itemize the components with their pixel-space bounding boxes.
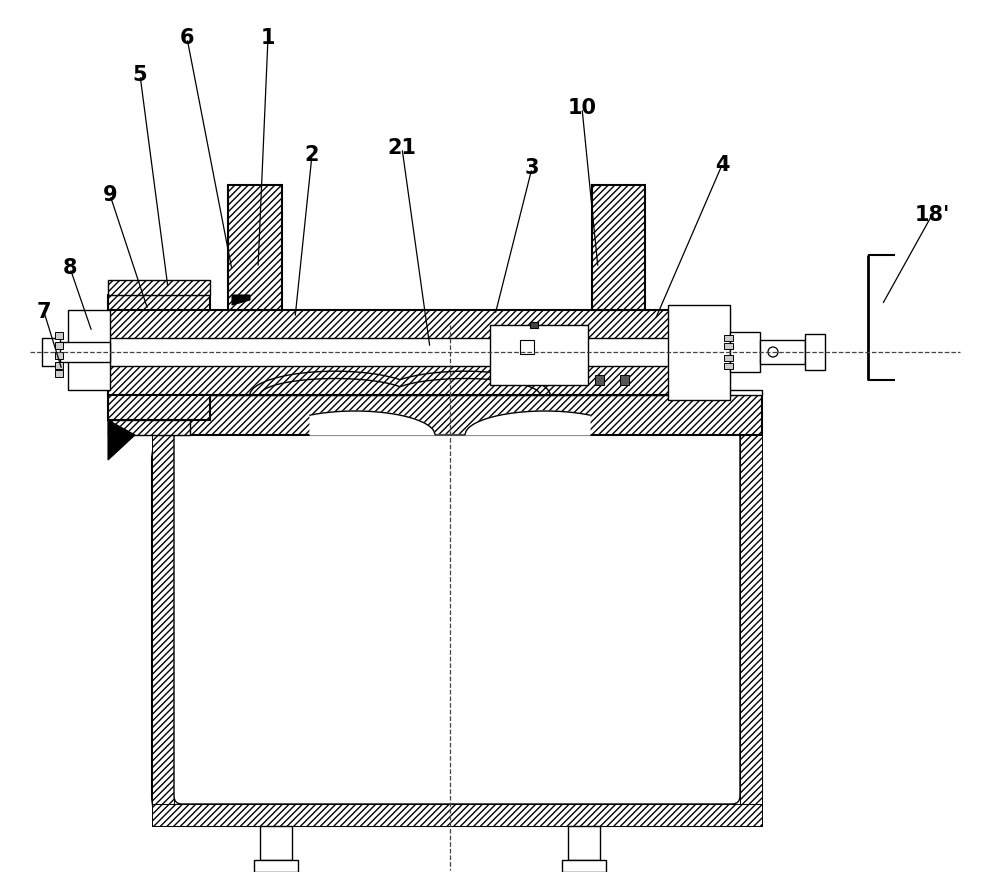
Bar — [668, 305, 730, 400]
Circle shape — [768, 347, 778, 357]
Bar — [254, 860, 298, 872]
FancyBboxPatch shape — [174, 430, 740, 804]
Bar — [68, 310, 110, 390]
Text: 10: 10 — [568, 98, 596, 118]
Bar — [592, 185, 645, 310]
Bar — [520, 340, 534, 354]
Text: 6: 6 — [180, 28, 194, 48]
Text: 7: 7 — [37, 302, 51, 322]
Bar — [562, 860, 606, 872]
Bar — [152, 430, 174, 826]
Bar — [42, 338, 60, 366]
Bar — [55, 332, 63, 339]
Bar — [568, 826, 600, 860]
Bar — [152, 390, 762, 395]
Bar — [55, 342, 110, 362]
Bar — [805, 334, 825, 370]
Bar — [108, 420, 190, 435]
Bar — [490, 325, 588, 385]
Text: 18': 18' — [914, 205, 950, 225]
Text: 21: 21 — [388, 138, 416, 158]
FancyBboxPatch shape — [152, 430, 762, 826]
Bar — [760, 340, 805, 364]
Bar — [724, 363, 733, 369]
Text: 1: 1 — [261, 28, 275, 48]
Bar — [55, 342, 63, 349]
Bar — [55, 352, 63, 359]
Bar — [595, 375, 604, 385]
Polygon shape — [232, 295, 250, 305]
Bar — [724, 335, 733, 341]
Bar — [100, 338, 730, 366]
Text: 4: 4 — [715, 155, 729, 175]
Bar — [152, 395, 762, 435]
Bar — [730, 332, 760, 372]
Bar — [740, 430, 762, 826]
Bar — [530, 322, 538, 328]
Bar — [108, 295, 210, 420]
Text: 3: 3 — [525, 158, 539, 178]
Bar — [620, 375, 629, 385]
Bar — [228, 185, 282, 310]
Bar — [55, 370, 63, 377]
Bar — [152, 804, 762, 826]
Text: 5: 5 — [133, 65, 147, 85]
Bar — [108, 310, 730, 395]
Bar — [108, 280, 210, 295]
Polygon shape — [310, 411, 590, 435]
Bar — [724, 355, 733, 361]
Bar — [724, 343, 733, 349]
Text: 9: 9 — [103, 185, 117, 205]
Bar — [260, 826, 292, 860]
Bar — [55, 362, 63, 369]
Polygon shape — [108, 420, 135, 460]
Text: 2: 2 — [305, 145, 319, 165]
Text: 8: 8 — [63, 258, 77, 278]
